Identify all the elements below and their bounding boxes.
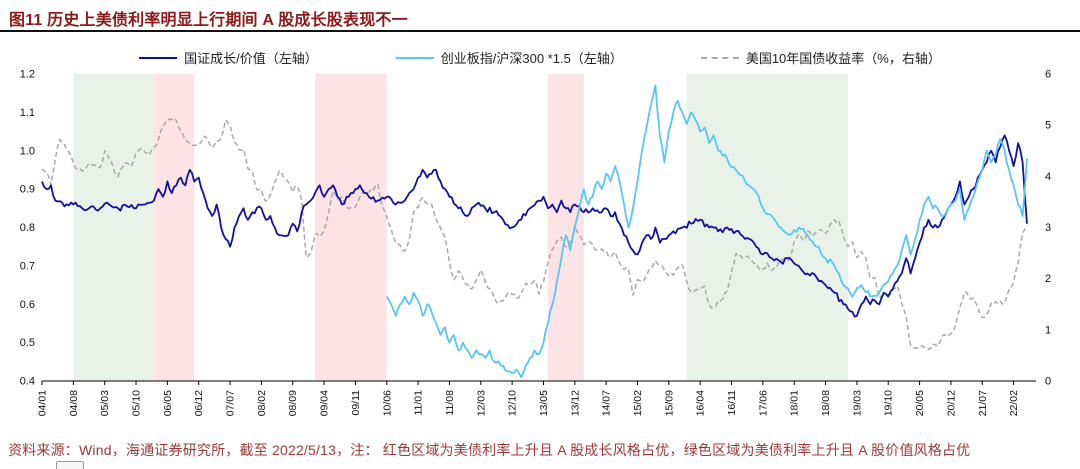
shaded-band-pink xyxy=(548,74,584,381)
x-tick-label: 18/08 xyxy=(820,390,832,416)
x-tick-label: 08/02 xyxy=(256,390,268,416)
series-line-growth-value xyxy=(41,134,1028,318)
y-left-tick-label: 0.9 xyxy=(20,184,35,196)
legend-label-growth-value: 国证成长/价值（左轴） xyxy=(184,51,318,66)
chart-canvas: 04/01 04/08 05/03 05/10 06/05 06/12 07/07 08/02… xyxy=(20,69,1051,417)
x-tick-label: 10/06 xyxy=(381,390,393,416)
legend-label-chinext-csi300: 创业板指/沪深300 *1.5（左轴） xyxy=(440,51,623,66)
x-tick-label: 15/02 xyxy=(632,390,644,416)
dashed-line-swatch xyxy=(700,56,739,59)
y-right-tick-label: 6 xyxy=(1045,69,1051,81)
y-left-tick-label: 0.7 xyxy=(20,260,35,272)
x-tick-label: 19/03 xyxy=(851,390,863,416)
x-tick-label: 11/08 xyxy=(444,390,456,416)
x-tick-label: 06/05 xyxy=(162,390,174,416)
series-line-us10y xyxy=(41,117,1028,351)
shaded-band-green xyxy=(73,74,154,381)
x-tick-label: 17/06 xyxy=(757,390,769,416)
y-left-tick-label: 1.0 xyxy=(20,145,35,157)
chart-legend: 国证成长/价值（左轴） 创业板指/沪深300 *1.5（左轴） 美国10年国债收… xyxy=(0,48,1080,67)
y-left-tick-label: 0.5 xyxy=(20,337,35,349)
x-tick-label: 13/05 xyxy=(538,390,550,416)
x-tick-label: 04/01 xyxy=(37,390,49,416)
y-left-tick-label: 0.6 xyxy=(20,299,35,311)
y-right-tick-label: 5 xyxy=(1045,120,1051,132)
x-tick-label: 09/11 xyxy=(350,390,362,416)
x-tick-label: 09/04 xyxy=(319,390,331,416)
shaded-band-pink xyxy=(153,74,195,381)
source-note: 资料来源：Wind，海通证券研究所，截至 2022/5/13，注： 红色区域为美… xyxy=(8,442,971,458)
x-tick-label: 20/05 xyxy=(914,390,926,416)
x-tick-label: 22/02 xyxy=(1008,390,1020,416)
x-tick-label: 20/12 xyxy=(945,390,957,416)
x-tick-label: 06/12 xyxy=(193,390,205,416)
solid-line-swatch xyxy=(139,56,178,59)
x-tick-label: 07/07 xyxy=(225,390,237,416)
x-tick-label: 16/11 xyxy=(726,390,738,416)
legend-item-growth-value: 国证成长/价值（左轴） xyxy=(139,48,318,67)
y-right-tick-label: 2 xyxy=(1045,273,1051,285)
figure-title: 图11 历史上美债利率明显上行期间 A 股成长股表现不一 xyxy=(9,12,408,29)
x-tick-label: 11/01 xyxy=(413,390,425,416)
y-left-tick-label: 1.2 xyxy=(20,69,35,81)
legend-item-chinext-csi300: 创业板指/沪深300 *1.5（左轴） xyxy=(395,48,623,67)
x-tick-label: 18/01 xyxy=(789,390,801,416)
title-divider xyxy=(0,30,1080,32)
y-right-tick-label: 1 xyxy=(1045,324,1051,336)
x-tick-label: 12/10 xyxy=(507,390,519,416)
series-line-chinext-csi300 xyxy=(386,84,1028,379)
x-tick-label: 13/12 xyxy=(569,390,581,416)
next-element-sliver xyxy=(56,461,84,469)
x-tick-label: 08/09 xyxy=(287,390,299,416)
y-left-tick-label: 0.4 xyxy=(20,376,35,388)
x-tick-label: 21/07 xyxy=(977,390,989,416)
solid-line-swatch xyxy=(395,56,434,59)
y-right-tick-label: 0 xyxy=(1045,376,1051,388)
shaded-band-pink xyxy=(315,74,387,381)
y-left-tick-label: 1.1 xyxy=(20,107,35,119)
x-tick-label: 16/04 xyxy=(695,390,707,416)
x-tick-label: 12/03 xyxy=(475,390,487,416)
x-tick-label: 04/08 xyxy=(68,390,80,416)
x-tick-label: 19/10 xyxy=(883,390,895,416)
legend-label-us10y: 美国10年国债收益率（%，右轴） xyxy=(745,51,941,66)
x-tick-label: 14/07 xyxy=(601,390,613,416)
x-tick-label: 05/10 xyxy=(131,390,143,416)
y-left-tick-label: 0.8 xyxy=(20,222,35,234)
legend-item-us10y: 美国10年国债收益率（%，右轴） xyxy=(700,48,941,67)
y-right-tick-label: 3 xyxy=(1045,222,1051,234)
x-tick-label: 05/03 xyxy=(99,390,111,416)
y-right-tick-label: 4 xyxy=(1045,171,1051,183)
x-tick-label: 15/09 xyxy=(663,390,675,416)
